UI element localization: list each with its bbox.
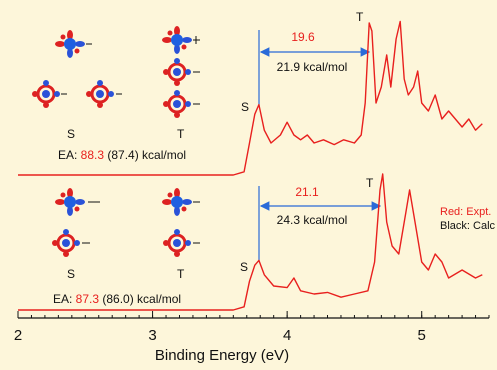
ea-text: EA: (53, 292, 72, 306)
orbital-label: T (177, 267, 185, 281)
peak-label: S (240, 260, 248, 274)
ea-calc: (87.4) kcal/mol (107, 148, 186, 162)
ea-label: EA: 88.3 (87.4) kcal/mol (58, 148, 186, 162)
peak-label: T (356, 10, 364, 24)
x-tick-label: 4 (283, 327, 291, 344)
gap-expt: 19.6 (291, 30, 315, 44)
ea-expt: 88.3 (81, 148, 105, 162)
gap-calc: 21.9 kcal/mol (277, 60, 348, 74)
orbital-label: S (67, 267, 75, 281)
legend-expt: Red: Expt. (440, 206, 491, 218)
x-tick-label: 3 (148, 327, 156, 344)
x-axis-label: Binding Energy (eV) (155, 347, 289, 364)
x-tick-label: 5 (418, 327, 426, 344)
chart: S T S T EA: 88.3 (87.4) kcal/mol EA: 87.… (0, 0, 497, 370)
ea-calc: (86.0) kcal/mol (102, 292, 181, 306)
ea-text: EA: (58, 148, 77, 162)
gap-calc: 24.3 kcal/mol (277, 213, 348, 227)
peak-label: T (366, 176, 374, 190)
orbital-label: S (67, 127, 75, 141)
gap-expt: 21.1 (295, 185, 319, 199)
orbital-sketches (32, 26, 200, 257)
spectrum (18, 174, 482, 310)
legend-calc: Black: Calc (440, 220, 496, 232)
peak-label: S (241, 100, 249, 114)
x-tick-label: 2 (14, 327, 22, 344)
ea-expt: 87.3 (76, 292, 100, 306)
ea-label: EA: 87.3 (86.0) kcal/mol (53, 292, 181, 306)
page: {"chart_data": { "type": "line", "xlabel… (0, 0, 497, 370)
orbital-label: T (177, 127, 185, 141)
